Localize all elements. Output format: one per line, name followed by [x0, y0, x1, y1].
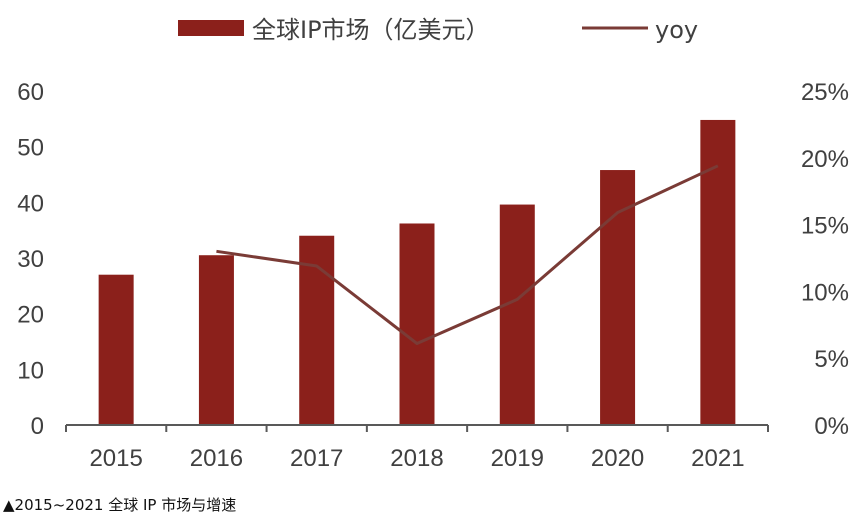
- bar-2018: [399, 223, 435, 425]
- legend: 全球IP市场（亿美元） yoy: [178, 16, 698, 44]
- bar-2019: [499, 204, 535, 425]
- left-tick-label: 10: [17, 357, 44, 384]
- yoy-line-group: [216, 164, 719, 346]
- chart-area: 全球IP市场（亿美元） yoy 0 10 20 30 40 50 60 0% 5% 10% 15%…: [17, 16, 849, 472]
- right-tick-label: 0%: [814, 413, 849, 440]
- bar-line-chart: 全球IP市场（亿美元） yoy 0 10 20 30 40 50 60 0% 5% 10% 15%…: [17, 16, 849, 472]
- legend-bar-label: 全球IP市场（亿美元）: [252, 16, 490, 44]
- x-tick-label: 2020: [591, 445, 644, 472]
- left-tick-label: 60: [17, 79, 44, 106]
- left-tick-label: 50: [17, 135, 44, 162]
- x-tick-label: 2019: [491, 445, 544, 472]
- yoy-line: [216, 164, 719, 346]
- left-tick-label: 40: [17, 190, 44, 217]
- right-tick-label: 15%: [801, 213, 849, 240]
- x-tick-label: 2016: [190, 445, 243, 472]
- left-tick-label: 30: [17, 246, 44, 273]
- left-tick-label: 20: [17, 302, 44, 329]
- right-tick-label: 20%: [801, 146, 849, 173]
- legend-line-label: yoy: [655, 16, 698, 44]
- bars: [98, 119, 736, 426]
- right-tick-label: 25%: [801, 79, 849, 106]
- x-tick-label: 2021: [691, 445, 744, 472]
- bar-2015: [98, 274, 134, 425]
- bar-2016: [198, 255, 234, 425]
- figure-caption: ▲2015~2021 全球 IP 市场与增速: [3, 496, 237, 514]
- x-tick-label: 2018: [390, 445, 443, 472]
- bar-2021: [700, 119, 736, 426]
- legend-bar-swatch: [178, 20, 244, 36]
- left-tick-label: 0: [31, 413, 44, 440]
- x-tick-label: 2017: [290, 445, 343, 472]
- x-axis: 2015 2016 2017 2018 2019 2020 2021: [65, 424, 769, 472]
- left-axis-ticks: 0 10 20 30 40 50 60: [17, 79, 44, 440]
- right-axis-ticks: 0% 5% 10% 15% 20% 25%: [801, 79, 849, 440]
- right-tick-label: 5%: [814, 346, 849, 373]
- right-tick-label: 10%: [801, 279, 849, 306]
- x-tick-label: 2015: [89, 445, 142, 472]
